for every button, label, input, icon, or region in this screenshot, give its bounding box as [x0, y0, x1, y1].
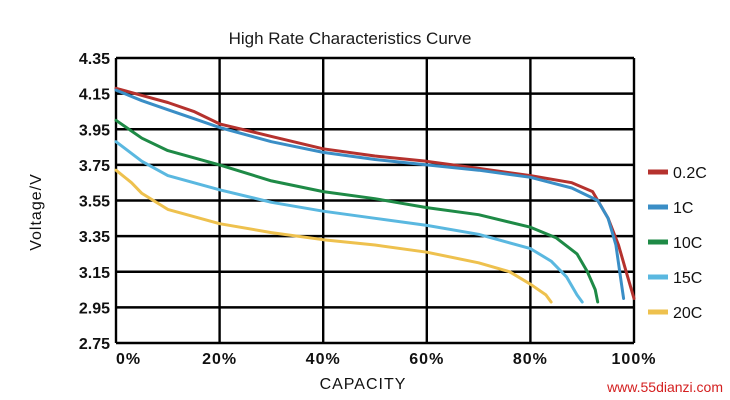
- y-axis-label: Voltage/V: [28, 173, 45, 251]
- x-tick-label: 40%: [306, 351, 341, 368]
- series-line-10C: [114, 118, 600, 304]
- y-tick-label: 2.75: [79, 336, 110, 353]
- grid: [114, 56, 636, 345]
- y-tick-label: 3.15: [79, 265, 110, 282]
- chart-title: High Rate Characteristics Curve: [229, 29, 472, 48]
- y-tick-label: 3.95: [79, 122, 110, 139]
- legend-label: 20C: [673, 305, 702, 322]
- x-tick-label: 20%: [202, 351, 237, 368]
- series-line-20C: [114, 168, 553, 304]
- legend: 0.2C 1C 10C 15C 20C: [648, 165, 707, 322]
- watermark-text: www.55dianzi.com: [606, 379, 723, 395]
- legend-label: 1C: [673, 200, 693, 217]
- x-tick-label: 100%: [612, 351, 657, 368]
- x-axis-label: CAPACITY: [320, 376, 407, 393]
- y-tick-label: 4.35: [79, 51, 110, 68]
- y-tick-label: 4.15: [79, 87, 110, 104]
- x-tick-label: 60%: [409, 351, 444, 368]
- y-tick-labels: 4.35 4.15 3.95 3.75 3.55 3.35 3.15 2.95 2.75: [79, 51, 110, 353]
- y-tick-label: 3.35: [79, 229, 110, 246]
- legend-label: 0.2C: [673, 165, 707, 182]
- y-tick-label: 3.75: [79, 158, 110, 175]
- x-tick-labels: 0% 20% 40% 60% 80% 100%: [116, 351, 657, 368]
- x-tick-label: 80%: [513, 351, 548, 368]
- legend-label: 10C: [673, 235, 702, 252]
- x-tick-label: 0%: [116, 351, 141, 368]
- series-line-15C: [114, 140, 584, 304]
- series-group: [114, 86, 636, 304]
- y-tick-label: 3.55: [79, 194, 110, 211]
- series-line-0.2C: [114, 86, 636, 300]
- legend-label: 15C: [673, 270, 702, 287]
- series-line-1C: [114, 88, 626, 300]
- y-tick-label: 2.95: [79, 300, 110, 317]
